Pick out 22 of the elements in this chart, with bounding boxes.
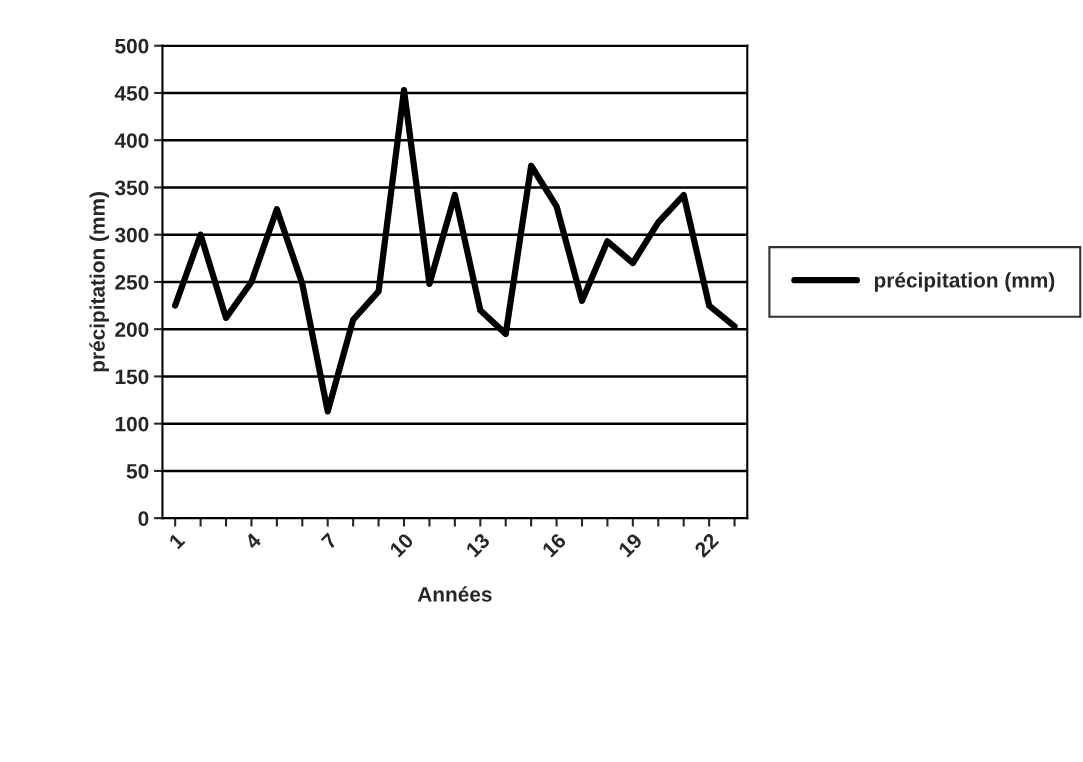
y-tick-label: 400 bbox=[114, 133, 149, 148]
y-tick-label: 200 bbox=[115, 322, 149, 337]
x-tick-label: 13 bbox=[465, 532, 491, 558]
x-axis-title: Années bbox=[417, 586, 492, 602]
y-tick-label: 300 bbox=[114, 227, 149, 243]
y-tick-label: 250 bbox=[115, 274, 149, 290]
x-tick-label: 16 bbox=[541, 532, 567, 558]
y-tick-label: 500 bbox=[115, 38, 149, 54]
y-axis-title: précipitation (mm) bbox=[89, 192, 109, 372]
x-tick-label: 1 bbox=[168, 532, 186, 550]
x-tick-label: 4 bbox=[244, 531, 263, 550]
y-tick-label: 100 bbox=[115, 416, 149, 432]
y-tick-label: 350 bbox=[114, 180, 149, 196]
y-tick-label: 450 bbox=[114, 85, 149, 101]
y-tick-label: 0 bbox=[138, 511, 149, 526]
y-tick-label: 150 bbox=[115, 369, 149, 385]
x-tick-label: 19 bbox=[617, 532, 644, 558]
x-tick-label: 10 bbox=[388, 532, 415, 558]
legend-label: précipitation (mm) bbox=[874, 272, 1055, 292]
x-tick-label: 7 bbox=[320, 532, 338, 550]
x-tick-label: 22 bbox=[693, 532, 720, 558]
y-tick-label: 50 bbox=[126, 463, 149, 479]
